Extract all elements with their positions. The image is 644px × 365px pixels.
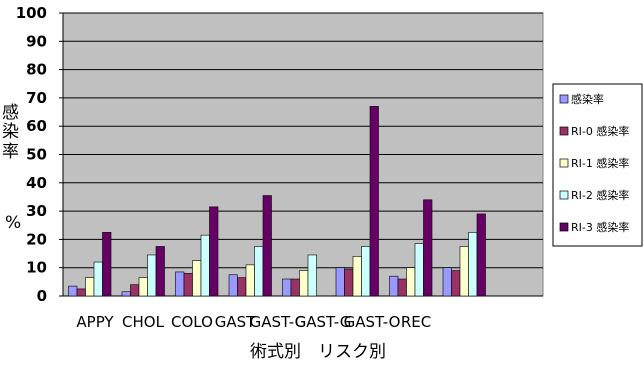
y-axis-title-char-4: %	[5, 213, 21, 233]
bar	[237, 277, 247, 297]
y-tick-label: 90	[26, 32, 47, 50]
legend-label: RI-2 感染率	[571, 188, 629, 202]
legend-swatch	[559, 190, 569, 200]
bar	[175, 271, 185, 297]
x-tick-label: APPY	[76, 313, 114, 331]
legend-label: RI-1 感染率	[571, 156, 629, 170]
bar	[245, 264, 255, 297]
x-tick-label: GAST	[215, 313, 256, 331]
y-axis-ticks: 0 10 20 30 40 50 60 70 80 90 100	[16, 4, 63, 305]
bar	[93, 261, 103, 297]
y-tick-label: 100	[16, 4, 47, 22]
x-tick-label: GAST-O	[344, 313, 401, 331]
legend-label: 感染率	[571, 92, 604, 106]
bar	[468, 232, 478, 297]
x-tick-label: COLO	[171, 313, 213, 331]
y-tick-label: 30	[26, 202, 47, 220]
bar	[406, 267, 416, 297]
bar	[335, 267, 345, 297]
y-tick-label: 20	[26, 230, 47, 248]
y-tick-label: 0	[37, 287, 47, 305]
bar	[200, 234, 210, 297]
y-axis-title-char-1: 感	[2, 103, 19, 123]
bar	[344, 268, 354, 297]
bar	[155, 246, 165, 297]
bar	[290, 278, 300, 297]
bar	[138, 277, 148, 297]
y-axis-title-char-3: 率	[2, 142, 19, 162]
bar	[254, 246, 264, 297]
legend-swatch	[559, 94, 569, 104]
bar	[307, 254, 317, 297]
bar	[130, 284, 140, 297]
legend-label: RI-0 感染率	[571, 124, 629, 138]
bar	[369, 106, 379, 297]
x-axis-title: 術式別 リスク別	[250, 342, 386, 362]
legend-swatch	[559, 126, 569, 136]
bar	[361, 246, 371, 297]
bar	[192, 260, 202, 297]
bar	[476, 213, 486, 297]
y-tick-label: 40	[26, 174, 47, 192]
y-tick-label: 70	[26, 89, 47, 107]
y-tick-label: 60	[26, 117, 47, 135]
x-tick-label: GAST-G	[295, 313, 352, 331]
x-tick-label: REC	[401, 313, 431, 331]
bar	[209, 206, 219, 297]
bar	[423, 199, 433, 297]
y-axis-title-char-2: 染	[2, 122, 19, 142]
bar	[183, 273, 193, 297]
y-tick-label: 10	[26, 259, 47, 277]
bar	[228, 274, 238, 297]
bar	[282, 278, 292, 297]
x-tick-label: CHOL	[122, 313, 165, 331]
bar	[147, 254, 157, 297]
bar	[85, 277, 95, 297]
bar	[352, 256, 362, 297]
legend-swatch	[559, 158, 569, 168]
plot-area	[62, 12, 544, 297]
y-tick-label: 50	[26, 146, 47, 164]
bar	[397, 278, 407, 297]
legend-label: RI-3 感染率	[571, 220, 629, 234]
bar	[68, 285, 78, 297]
bar	[262, 195, 272, 297]
bar	[459, 246, 469, 297]
legend-swatch	[559, 222, 569, 232]
bar	[451, 270, 461, 297]
bar	[102, 232, 112, 297]
legend: 感染率 RI-0 感染率 RI-1 感染率 RI-2 感染率 RI-3 感染率	[552, 83, 643, 247]
y-tick-label: 80	[26, 61, 47, 79]
x-tick-label: GAST-G	[250, 313, 307, 331]
bar	[442, 267, 452, 297]
bars	[68, 106, 486, 297]
bar	[299, 270, 309, 297]
bar	[121, 291, 131, 297]
bar	[414, 243, 424, 297]
bar	[76, 288, 86, 297]
bar	[389, 275, 399, 297]
